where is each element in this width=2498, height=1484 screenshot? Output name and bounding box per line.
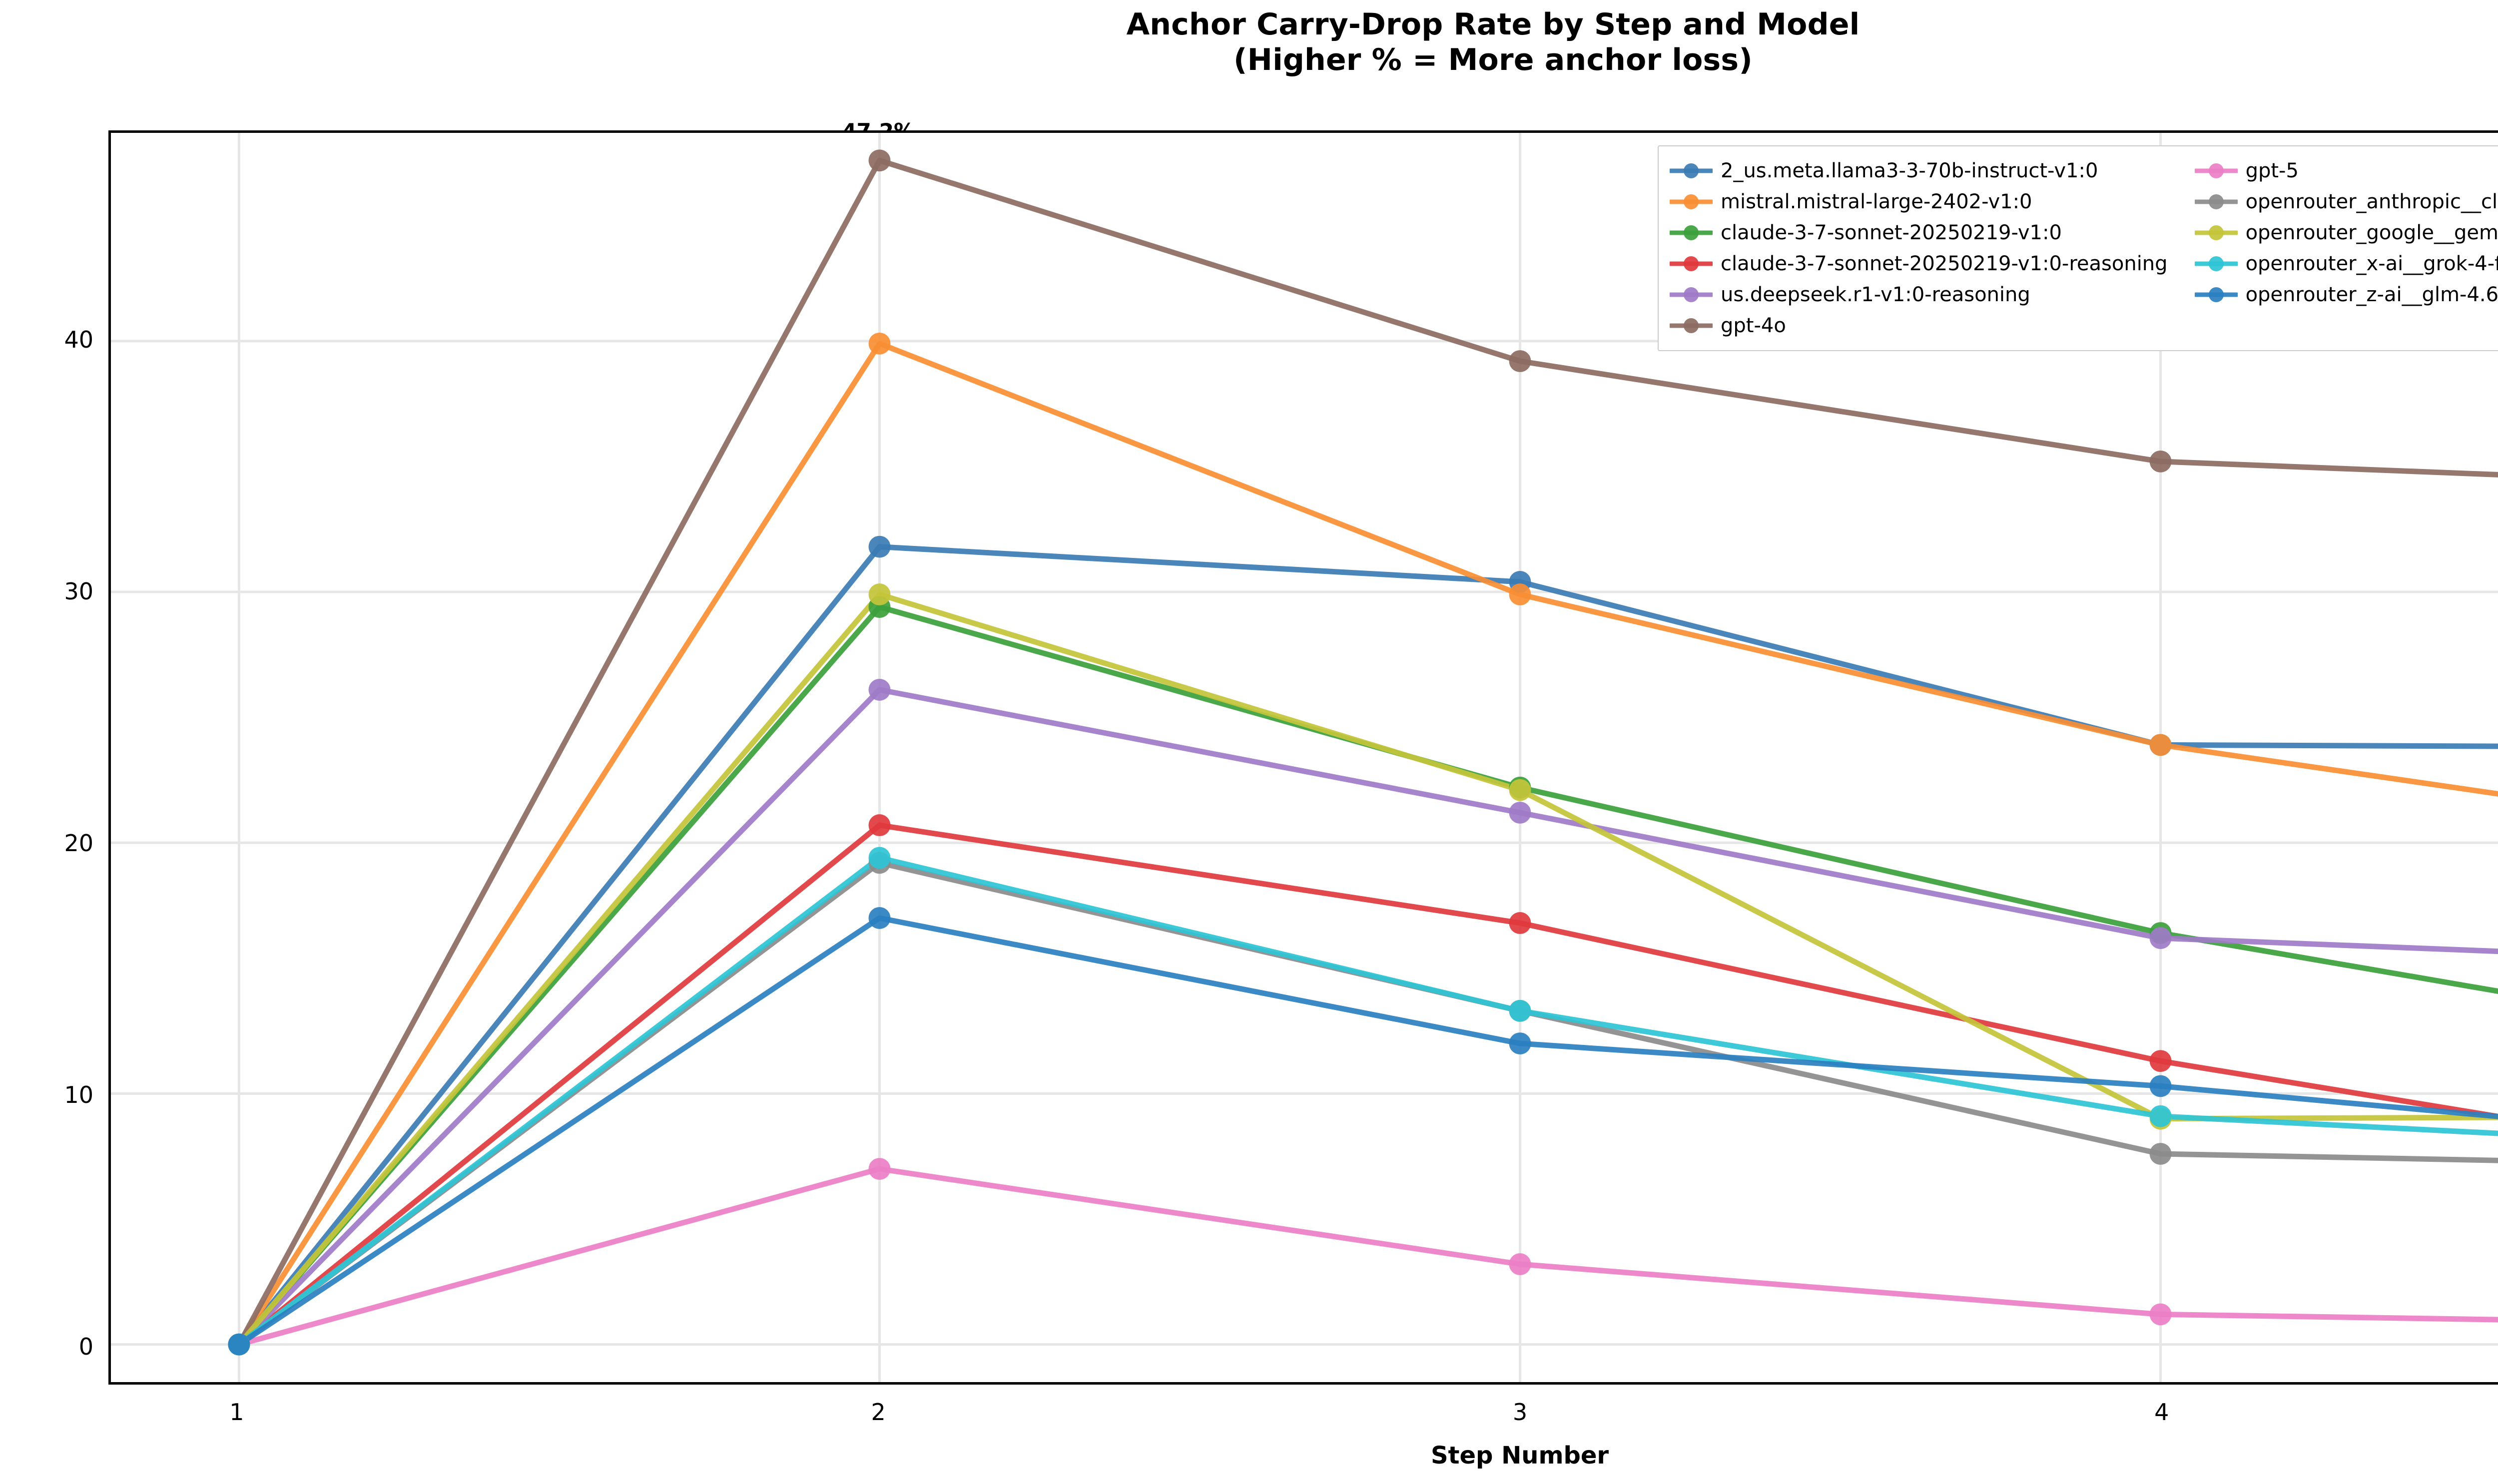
data-point bbox=[2149, 450, 2172, 473]
data-point bbox=[1509, 350, 1531, 372]
legend-marker-icon bbox=[1670, 193, 1713, 210]
chart-title-line-1: Anchor Carry-Drop Rate by Step and Model bbox=[1126, 7, 1860, 42]
series-markers bbox=[228, 149, 2172, 1356]
legend-item[interactable]: openrouter_google__gemini-2.5-pro bbox=[2194, 217, 2498, 248]
legend-item[interactable]: mistral.mistral-large-2402-v1:0 bbox=[1670, 186, 2168, 217]
legend-item[interactable]: claude-3-7-sonnet-20250219-v1:0-reasonin… bbox=[1670, 248, 2168, 279]
data-point bbox=[868, 678, 891, 701]
data-point bbox=[868, 583, 891, 605]
data-point bbox=[2149, 734, 2172, 756]
legend-item-label: openrouter_anthropic__claude-sonnet-4.5 bbox=[2245, 190, 2498, 213]
legend-column: gpt-5 openrouter_anthropic__claude-sonnet… bbox=[2194, 155, 2498, 341]
y-tick-label: 10 bbox=[64, 1081, 93, 1109]
data-point bbox=[868, 907, 891, 929]
legend-item-label: gpt-5 bbox=[2245, 159, 2299, 182]
x-tick-label: 3 bbox=[1512, 1399, 1528, 1426]
gridlines bbox=[111, 133, 2498, 1382]
data-point bbox=[1509, 1032, 1531, 1054]
data-point bbox=[2149, 1143, 2172, 1165]
data-point bbox=[868, 814, 891, 837]
data-point bbox=[1509, 999, 1531, 1022]
legend-item-label: 2_us.meta.llama3-3-70b-instruct-v1:0 bbox=[1721, 159, 2098, 182]
chart-title-line-2: (Higher % = More anchor loss) bbox=[1234, 42, 1753, 77]
legend-marker-icon bbox=[2194, 286, 2238, 303]
data-point bbox=[868, 149, 891, 172]
data-point bbox=[1509, 1253, 1531, 1275]
data-point bbox=[1509, 583, 1531, 605]
x-axis-label: Step Number bbox=[1430, 1442, 1609, 1470]
data-point bbox=[2149, 927, 2172, 950]
legend-item-label: claude-3-7-sonnet-20250219-v1:0-reasonin… bbox=[1721, 252, 2168, 275]
legend-item[interactable]: openrouter_x-ai__grok-4-fast bbox=[2194, 248, 2498, 279]
legend-marker-icon bbox=[2194, 224, 2238, 241]
legend-item-label: us.deepseek.r1-v1:0-reasoning bbox=[1721, 283, 2030, 306]
legend-item[interactable]: gpt-4o bbox=[1670, 310, 2168, 341]
series-line bbox=[236, 915, 2498, 1348]
series-line bbox=[236, 687, 2498, 1348]
data-point bbox=[228, 1333, 250, 1356]
legend-item[interactable]: openrouter_anthropic__claude-sonnet-4.5 bbox=[2194, 186, 2498, 217]
series-line bbox=[236, 591, 2498, 1348]
legend-item-label: openrouter_z-ai__glm-4.6 bbox=[2245, 283, 2498, 306]
x-tick-label: 2 bbox=[871, 1399, 886, 1426]
legend-item[interactable]: 2_us.meta.llama3-3-70b-instruct-v1:0 bbox=[1670, 155, 2168, 186]
data-point bbox=[2149, 1075, 2172, 1097]
data-point bbox=[2149, 1105, 2172, 1127]
data-point bbox=[2149, 1303, 2172, 1326]
legend-marker-icon bbox=[2194, 162, 2238, 179]
data-point bbox=[2149, 1050, 2172, 1072]
data-point bbox=[1509, 912, 1531, 934]
legend-marker-icon bbox=[1670, 162, 1713, 179]
y-tick-label: 0 bbox=[78, 1333, 93, 1361]
plot-svg bbox=[111, 133, 2498, 1382]
data-point bbox=[868, 535, 891, 558]
legend-item-label: openrouter_google__gemini-2.5-pro bbox=[2245, 221, 2498, 244]
legend-item[interactable]: claude-3-7-sonnet-20250219-v1:0 bbox=[1670, 217, 2168, 248]
legend-marker-icon bbox=[1670, 255, 1713, 272]
x-tick-label: 4 bbox=[2154, 1399, 2169, 1426]
legend-item-label: openrouter_x-ai__grok-4-fast bbox=[2245, 252, 2498, 275]
legend-marker-icon bbox=[2194, 255, 2238, 272]
legend-item-label: gpt-4o bbox=[1721, 314, 1786, 337]
legend-item-label: claude-3-7-sonnet-20250219-v1:0 bbox=[1721, 221, 2062, 244]
legend-marker-icon bbox=[1670, 286, 1713, 303]
chart-title: Anchor Carry-Drop Rate by Step and Model… bbox=[0, 7, 2498, 78]
y-tick-label: 30 bbox=[64, 577, 93, 605]
data-point bbox=[868, 1158, 891, 1180]
legend-marker-icon bbox=[1670, 317, 1713, 334]
series-line bbox=[236, 341, 2498, 1348]
y-tick-label: 40 bbox=[64, 326, 93, 353]
legend-item[interactable]: gpt-5 bbox=[2194, 155, 2498, 186]
legend-marker-icon bbox=[1670, 224, 1713, 241]
x-tick-label: 1 bbox=[229, 1399, 244, 1426]
legend-marker-icon bbox=[2194, 193, 2238, 210]
legend-item-label: mistral.mistral-large-2402-v1:0 bbox=[1721, 190, 2032, 213]
legend-item[interactable]: openrouter_z-ai__glm-4.6 bbox=[2194, 279, 2498, 310]
legend-item[interactable]: us.deepseek.r1-v1:0-reasoning bbox=[1670, 279, 2168, 310]
plot-area bbox=[108, 130, 2498, 1385]
y-tick-label: 20 bbox=[64, 829, 93, 857]
data-point bbox=[1509, 802, 1531, 824]
data-point bbox=[868, 847, 891, 869]
data-point bbox=[868, 332, 891, 355]
data-point bbox=[1509, 779, 1531, 801]
